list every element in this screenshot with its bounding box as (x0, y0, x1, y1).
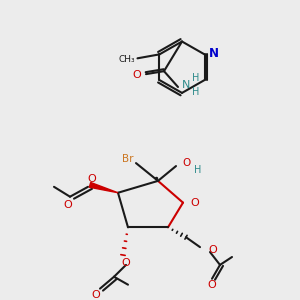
Text: O: O (190, 198, 199, 208)
Text: H: H (192, 73, 200, 83)
Text: Br: Br (122, 154, 134, 164)
Text: O: O (208, 280, 216, 290)
Text: H: H (192, 87, 200, 97)
Text: N: N (182, 80, 190, 90)
Text: O: O (92, 290, 100, 300)
Text: O: O (88, 174, 96, 184)
Text: O: O (132, 70, 141, 80)
Text: N: N (208, 47, 218, 60)
Text: O: O (182, 158, 190, 168)
Polygon shape (89, 182, 118, 193)
Text: O: O (64, 200, 72, 210)
Text: CH₃: CH₃ (119, 55, 136, 64)
Text: O: O (122, 258, 130, 268)
Text: O: O (208, 245, 217, 255)
Text: H: H (194, 165, 201, 175)
